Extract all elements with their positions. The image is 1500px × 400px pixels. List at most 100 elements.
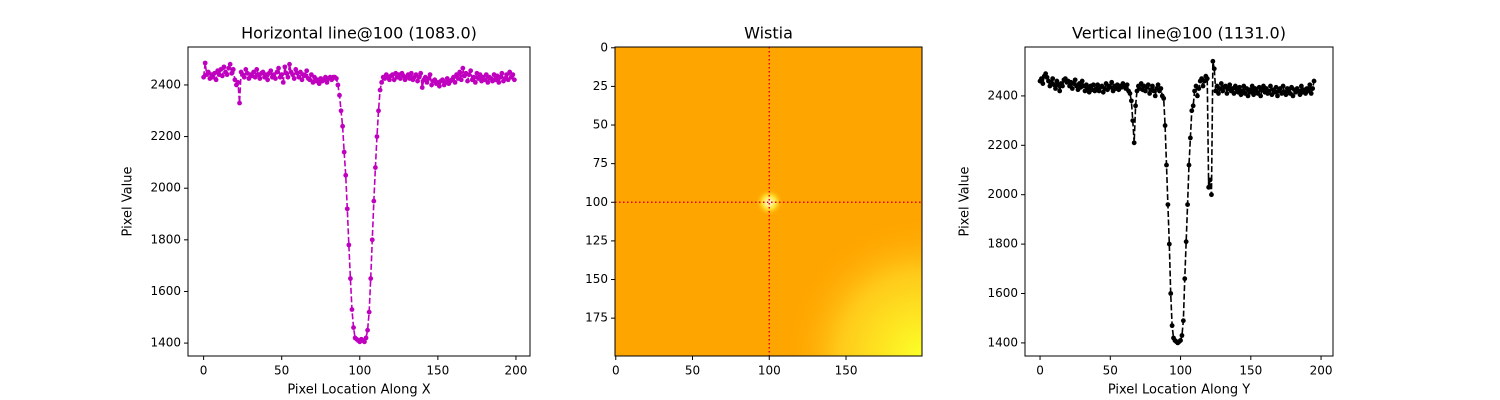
data-point — [351, 325, 356, 331]
data-point — [1168, 291, 1174, 296]
data-point — [1152, 93, 1158, 99]
data-point — [1210, 58, 1216, 64]
data-point — [324, 79, 330, 85]
y-tick-label: 2400 — [987, 88, 1018, 102]
data-point — [1043, 71, 1049, 77]
data-point — [341, 149, 347, 155]
chart-title: Horizontal line@100 (1083.0) — [241, 24, 477, 43]
data-point — [416, 74, 422, 80]
x-tick-label: 150 — [1239, 364, 1262, 378]
data-point — [458, 77, 464, 83]
data-point — [472, 79, 478, 85]
data-point — [485, 79, 491, 85]
data-point — [241, 74, 247, 80]
data-point — [1155, 82, 1161, 88]
data-point — [1224, 91, 1230, 96]
data-point — [1196, 86, 1202, 91]
data-point — [1180, 318, 1186, 324]
axes-frame — [187, 46, 531, 357]
data-point — [1209, 192, 1214, 198]
data-point — [1147, 91, 1153, 96]
data-point — [365, 327, 370, 333]
data-point — [293, 67, 299, 72]
data-point — [1283, 92, 1289, 98]
data-point — [510, 72, 516, 78]
y-tick-label: 100 — [585, 195, 608, 209]
chart-title: Wistia — [744, 24, 793, 43]
data-point — [1296, 88, 1301, 94]
data-point — [344, 206, 350, 212]
data-point — [1047, 83, 1053, 89]
data-point — [1220, 88, 1226, 94]
y-tick-label: 50 — [593, 118, 608, 132]
data-point — [419, 85, 425, 90]
data-point — [1298, 83, 1304, 89]
data-point — [276, 65, 281, 71]
data-point — [377, 87, 383, 93]
data-point — [1124, 82, 1130, 88]
data-point — [1096, 88, 1102, 94]
data-point — [465, 78, 470, 84]
data-point — [466, 72, 472, 78]
data-point — [1179, 333, 1185, 338]
data-point — [243, 67, 249, 72]
data-point — [1054, 78, 1060, 84]
data-point — [213, 77, 219, 83]
x-tick-label: 50 — [274, 364, 289, 378]
x-axis-label: Pixel Location Along Y — [1108, 383, 1250, 398]
data-point — [254, 67, 260, 72]
data-point — [372, 165, 378, 170]
data-point — [226, 65, 232, 71]
data-point — [340, 123, 346, 129]
y-tick-label: 75 — [593, 156, 608, 170]
data-point — [1245, 93, 1251, 99]
y-tick-label: 1600 — [987, 286, 1018, 300]
data-point — [452, 79, 458, 85]
data-point — [1158, 86, 1164, 91]
x-axis-label: Pixel Location Along X — [287, 383, 430, 398]
data-point — [1189, 108, 1195, 114]
y-tick-label: 2400 — [150, 77, 181, 91]
data-point — [1232, 83, 1238, 89]
data-point — [1185, 202, 1190, 207]
data-point — [1268, 83, 1273, 89]
data-point — [1079, 78, 1085, 84]
data-point — [366, 309, 372, 315]
x-tick-label: 50 — [685, 364, 700, 378]
data-point — [1238, 92, 1244, 98]
hot-spot — [755, 188, 784, 217]
data-point — [1211, 66, 1217, 72]
data-point — [1187, 135, 1193, 141]
data-point — [1311, 78, 1317, 84]
data-point — [1069, 86, 1075, 91]
data-point — [1150, 83, 1155, 89]
y-tick-label: 125 — [585, 233, 608, 247]
data-point — [268, 68, 274, 74]
data-point — [1206, 184, 1212, 190]
data-point — [426, 76, 431, 81]
data-point — [1145, 82, 1151, 88]
data-point — [290, 72, 296, 78]
data-line — [202, 61, 516, 344]
data-point — [230, 67, 236, 72]
data-point — [1216, 91, 1221, 96]
y-tick-label: 1400 — [150, 336, 181, 350]
data-point — [1091, 82, 1096, 88]
data-point — [257, 76, 263, 81]
data-point — [415, 78, 420, 84]
data-point — [265, 77, 271, 83]
data-point — [1053, 86, 1058, 91]
data-point — [273, 76, 278, 81]
data-point — [279, 72, 285, 78]
data-point — [424, 79, 430, 85]
data-point — [496, 79, 502, 85]
data-point — [1165, 202, 1171, 207]
data-point — [221, 64, 227, 70]
data-point — [1290, 93, 1296, 99]
axes-frame — [1024, 46, 1334, 357]
data-point — [387, 77, 392, 83]
x-tick-label: 150 — [426, 364, 449, 378]
data-point — [362, 339, 367, 345]
data-point — [471, 74, 477, 80]
